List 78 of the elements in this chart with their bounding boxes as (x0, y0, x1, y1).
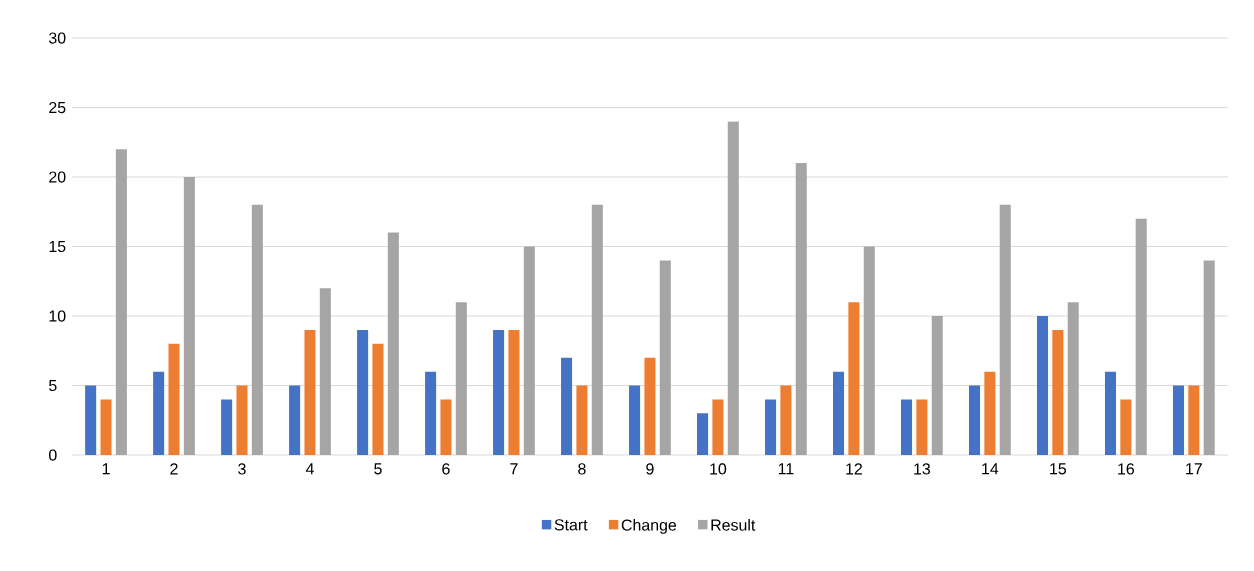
bar (697, 413, 709, 456)
bar (387, 232, 399, 456)
bar (508, 329, 520, 456)
bar (863, 246, 875, 456)
bar (795, 163, 807, 456)
x-tick-label: 5 (374, 463, 382, 475)
x-tick-label: 6 (442, 463, 450, 475)
bar (251, 204, 263, 456)
bar (168, 343, 180, 456)
x-tick-label: 2 (170, 463, 178, 475)
bar (236, 385, 248, 456)
bar (1135, 218, 1147, 456)
bar (523, 246, 535, 456)
bar (372, 343, 384, 456)
bar (1036, 316, 1049, 456)
bar (1052, 329, 1064, 456)
bar (289, 385, 301, 456)
x-tick-label: 13 (914, 463, 931, 475)
bar (304, 329, 316, 456)
bar (493, 329, 505, 456)
bar (969, 385, 981, 456)
bar (357, 329, 369, 456)
legend-label: Start (554, 519, 588, 531)
bar (931, 316, 943, 456)
x-tick-label: 3 (238, 463, 246, 475)
x-tick-label: 17 (1186, 463, 1202, 475)
x-tick-label: 11 (778, 463, 794, 475)
bar (916, 399, 928, 456)
bar (153, 371, 165, 456)
x-tick-label: 16 (1118, 463, 1135, 475)
bar (183, 177, 195, 456)
y-tick-label: 0 (48, 449, 57, 461)
bar (221, 399, 233, 456)
y-tick-label: 15 (49, 240, 66, 253)
bar (455, 302, 467, 456)
bar (425, 371, 437, 456)
x-tick-label: 12 (846, 463, 862, 475)
bar (1203, 260, 1215, 456)
bar (1104, 371, 1117, 456)
bar (440, 399, 452, 456)
bar (765, 399, 777, 456)
bar (780, 385, 792, 456)
bar (629, 385, 641, 456)
y-tick-label: 30 (48, 32, 66, 44)
bar (833, 371, 845, 456)
bar (576, 385, 588, 456)
bar (999, 204, 1011, 456)
bar (100, 399, 112, 456)
x-tick-label: 1 (102, 463, 110, 475)
bar (727, 121, 739, 456)
x-tick-label: 14 (982, 463, 999, 475)
bar (659, 260, 671, 456)
y-tick-label: 25 (49, 101, 66, 114)
legend-label: Result (711, 519, 756, 531)
bar (901, 399, 913, 456)
bar (644, 357, 656, 456)
bar (1120, 399, 1132, 456)
bar (848, 302, 860, 456)
bar (561, 357, 573, 456)
bar (319, 288, 331, 456)
x-tick-label: 7 (510, 463, 518, 475)
bar (85, 385, 97, 456)
bar (1188, 385, 1200, 456)
y-tick-label: 10 (49, 310, 66, 322)
bar (1067, 302, 1079, 456)
bar (115, 149, 127, 456)
x-tick-label: 15 (1050, 463, 1067, 475)
x-tick-label: 4 (305, 463, 314, 475)
x-tick-label: 10 (710, 463, 727, 475)
y-tick-label: 5 (49, 379, 57, 392)
x-tick-label: 9 (646, 463, 654, 475)
legend-label: Change (621, 519, 677, 534)
bar (1172, 385, 1185, 456)
bar (712, 399, 724, 456)
y-tick-label: 20 (49, 171, 66, 183)
bar (984, 371, 996, 456)
bar (591, 204, 603, 456)
x-tick-label: 8 (578, 463, 586, 475)
